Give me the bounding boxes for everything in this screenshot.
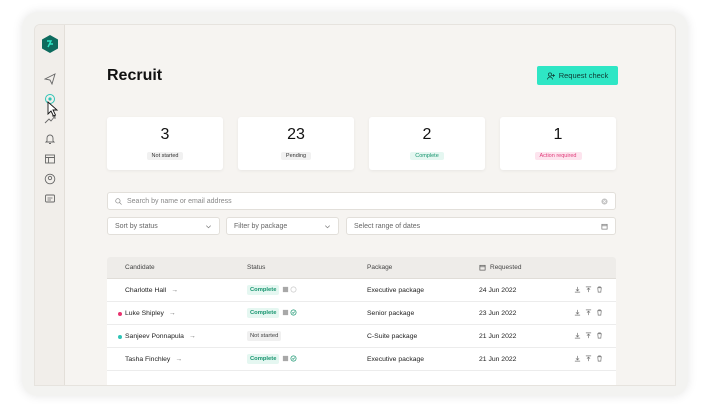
- candidates-table: Candidate Status Package Requested Charl…: [107, 257, 616, 385]
- requested-date: 24 Jun 2022: [479, 287, 517, 294]
- summary-label: Not started: [146, 152, 184, 160]
- user-icon[interactable]: [44, 173, 56, 185]
- add-user-icon: [546, 72, 555, 80]
- requested-date: 23 Jun 2022: [479, 310, 517, 317]
- summary-label: Pending: [280, 152, 312, 160]
- arrow-right-icon: →: [171, 287, 178, 294]
- check-circle-icon: [290, 355, 297, 362]
- candidate-name[interactable]: Sanjeev Ponnapula →: [125, 333, 196, 340]
- arrow-right-icon: →: [168, 310, 176, 317]
- table-header: Candidate Status Package Requested: [107, 257, 616, 279]
- summary-card-action-required[interactable]: 1 Action required: [500, 117, 616, 170]
- table-row[interactable]: Tasha Finchley → Complete Executive packa…: [107, 348, 616, 371]
- pending-icon: [290, 286, 297, 293]
- share-icon[interactable]: [585, 309, 592, 316]
- document-icon: [282, 286, 289, 293]
- chevron-down-icon: [206, 225, 211, 229]
- alert-dot: [118, 312, 122, 316]
- download-icon[interactable]: [574, 332, 581, 339]
- requested-date: 21 Jun 2022: [479, 356, 517, 363]
- summary-label: Action required: [534, 152, 582, 160]
- summary-count: 23: [287, 126, 305, 143]
- column-candidate[interactable]: Candidate: [125, 264, 155, 271]
- download-icon[interactable]: [574, 286, 581, 293]
- summary-count: 1: [553, 126, 563, 143]
- status-dot: [118, 335, 122, 339]
- column-package[interactable]: Package: [367, 264, 393, 271]
- calendar-icon: [601, 223, 608, 230]
- table-row[interactable]: Luke Shipley → Complete Senior package 23…: [107, 302, 616, 325]
- document-icon: [282, 309, 289, 316]
- download-icon[interactable]: [574, 309, 581, 316]
- candidate-name[interactable]: Charlotte Hall →: [125, 287, 178, 294]
- status-badge: Complete: [247, 308, 280, 318]
- arrow-right-icon: →: [175, 356, 183, 363]
- arrow-right-icon: →: [188, 333, 196, 340]
- package-name: Executive package: [367, 287, 425, 294]
- message-icon[interactable]: [44, 193, 56, 205]
- calendar-icon: [479, 264, 486, 271]
- request-check-label: Request check: [558, 71, 609, 80]
- status-sort-value: Sort by status: [115, 222, 158, 230]
- page-title: Recruit: [107, 67, 163, 84]
- search-placeholder: Search by name or email address: [127, 197, 232, 205]
- status-badge: Complete: [247, 354, 280, 364]
- bell-icon[interactable]: [44, 133, 56, 145]
- mouse-pointer-icon: [47, 101, 59, 117]
- status-badge: Complete: [247, 285, 280, 295]
- trash-icon[interactable]: [596, 332, 603, 339]
- candidate-name[interactable]: Luke Shipley →: [125, 310, 176, 317]
- summary-count: 3: [160, 126, 170, 143]
- check-circle-icon: [290, 309, 297, 316]
- trash-icon[interactable]: [596, 286, 603, 293]
- summary-card-not-started[interactable]: 3 Not started: [107, 117, 223, 170]
- status-sort-select[interactable]: Sort by status: [107, 217, 220, 235]
- package-filter-value: Filter by package: [234, 222, 288, 230]
- download-icon[interactable]: [574, 355, 581, 362]
- package-name: Senior package: [367, 310, 415, 317]
- logo-icon[interactable]: [42, 35, 58, 53]
- send-icon[interactable]: [44, 73, 56, 85]
- search-input[interactable]: Search by name or email address: [107, 192, 616, 210]
- package-name: Executive package: [367, 356, 425, 363]
- date-range-picker[interactable]: Select range of dates: [346, 217, 616, 235]
- column-status[interactable]: Status: [247, 264, 266, 271]
- request-check-button[interactable]: Request check: [537, 66, 618, 85]
- chevron-down-icon: [325, 225, 330, 229]
- summary-count: 2: [422, 126, 432, 143]
- share-icon[interactable]: [585, 355, 592, 362]
- date-range-value: Select range of dates: [354, 222, 421, 230]
- summary-card-pending[interactable]: 23 Pending: [238, 117, 354, 170]
- sidebar: [35, 25, 65, 385]
- table-row[interactable]: Charlotte Hall → Complete Executive packa…: [107, 279, 616, 302]
- trash-icon[interactable]: [596, 355, 603, 362]
- table-row[interactable]: Sanjeev Ponnapula → Not started C-Suite p…: [107, 325, 616, 348]
- share-icon[interactable]: [585, 286, 592, 293]
- requested-date: 21 Jun 2022: [479, 333, 517, 340]
- column-requested[interactable]: Requested: [490, 264, 522, 271]
- search-icon: [115, 197, 122, 205]
- package-filter-select[interactable]: Filter by package: [226, 217, 339, 235]
- summary-label: Complete: [410, 152, 444, 160]
- candidate-name[interactable]: Tasha Finchley →: [125, 356, 183, 363]
- layout-icon[interactable]: [44, 153, 56, 165]
- share-icon[interactable]: [585, 332, 592, 339]
- status-badge: Not started: [247, 331, 282, 341]
- main-content: Recruit Request check 3 Not started 23 P…: [65, 25, 675, 385]
- trash-icon[interactable]: [596, 309, 603, 316]
- document-icon: [282, 355, 289, 362]
- app-window: Recruit Request check 3 Not started 23 P…: [34, 24, 676, 386]
- clear-icon[interactable]: [601, 198, 608, 205]
- package-name: C-Suite package: [367, 333, 418, 340]
- summary-card-complete[interactable]: 2 Complete: [369, 117, 485, 170]
